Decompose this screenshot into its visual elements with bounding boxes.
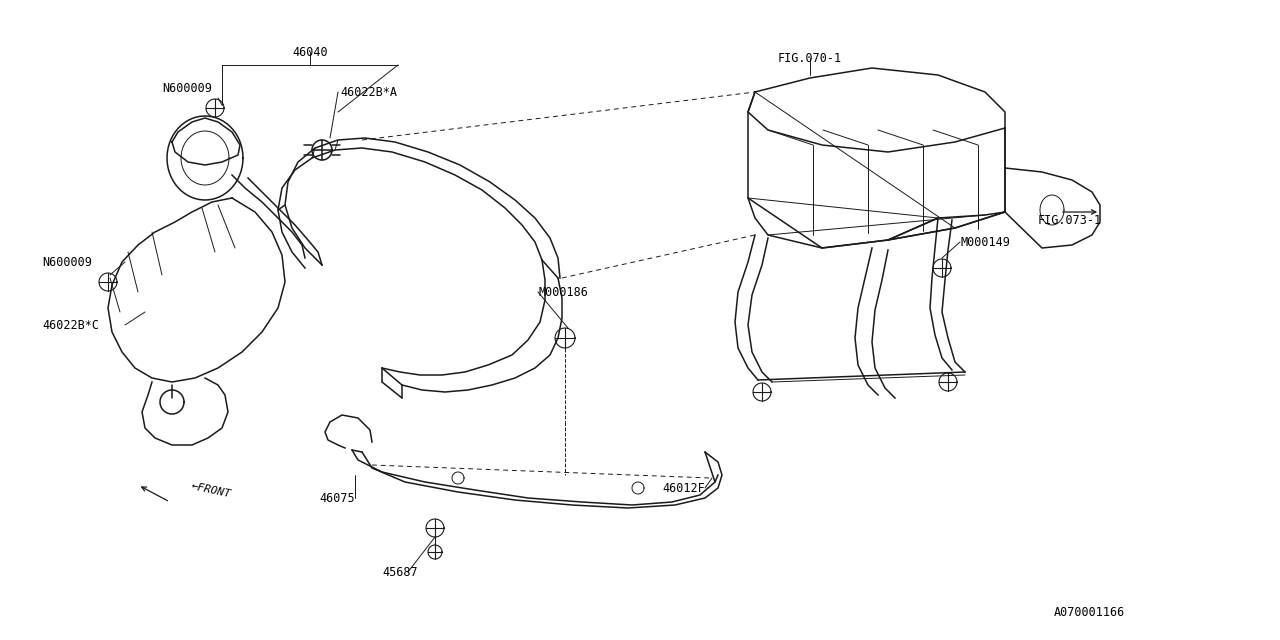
Text: M000186: M000186 (538, 285, 588, 298)
Text: 46022B*A: 46022B*A (340, 86, 397, 99)
Text: ←FRONT: ←FRONT (189, 481, 232, 499)
Text: 46075: 46075 (320, 492, 355, 504)
Text: M000149: M000149 (960, 236, 1010, 248)
Text: 46022B*C: 46022B*C (42, 319, 99, 332)
Text: FIG.073-1: FIG.073-1 (1038, 214, 1102, 227)
Text: 45687: 45687 (381, 566, 417, 579)
Text: N600009: N600009 (42, 255, 92, 269)
Text: FIG.070-1: FIG.070-1 (778, 51, 842, 65)
Text: N600009: N600009 (163, 81, 212, 95)
Text: 46040: 46040 (292, 45, 328, 58)
Text: 46012F: 46012F (662, 481, 705, 495)
Text: A070001166: A070001166 (1053, 605, 1125, 618)
